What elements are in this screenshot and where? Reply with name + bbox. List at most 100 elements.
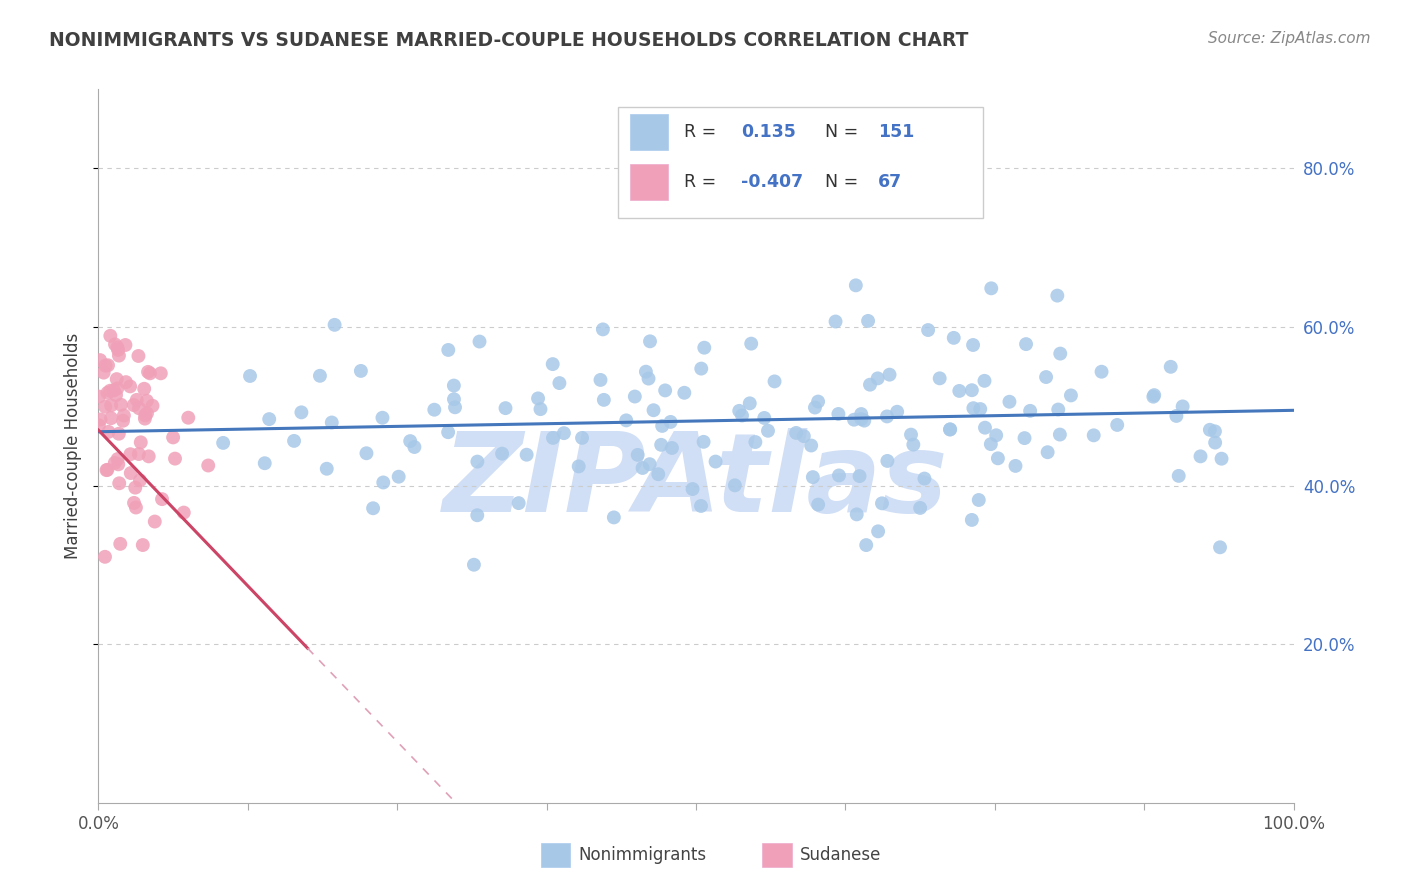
Text: Nonimmigrants: Nonimmigrants — [579, 846, 707, 863]
Point — [1107, 417, 1129, 432]
Point — [807, 394, 830, 409]
Point — [1015, 337, 1038, 351]
Point — [361, 501, 384, 516]
Point — [592, 392, 614, 407]
Point — [122, 496, 145, 510]
Bar — [630, 114, 668, 150]
Point — [373, 475, 395, 490]
Point — [693, 341, 716, 355]
Point — [124, 481, 146, 495]
Point — [659, 415, 682, 429]
Point — [141, 399, 163, 413]
Point — [104, 337, 127, 351]
Point — [592, 322, 614, 336]
Point — [120, 379, 142, 393]
Point — [614, 413, 637, 427]
Point — [94, 549, 117, 564]
Point — [1160, 359, 1182, 374]
Point — [120, 447, 142, 461]
Point — [527, 392, 550, 406]
Point — [371, 410, 394, 425]
Point — [647, 467, 669, 482]
Point — [845, 508, 868, 522]
Point — [388, 469, 411, 483]
Point — [323, 318, 346, 332]
Point — [1204, 425, 1226, 439]
Point — [1204, 435, 1226, 450]
Point — [107, 452, 129, 467]
FancyBboxPatch shape — [619, 107, 983, 218]
Point — [807, 498, 830, 512]
Point — [876, 454, 898, 468]
Point — [134, 382, 156, 396]
Point — [1019, 404, 1042, 418]
Point — [740, 336, 762, 351]
Point — [495, 401, 517, 416]
Point — [89, 353, 111, 368]
Point — [690, 499, 713, 513]
Point — [105, 388, 128, 402]
Point — [128, 401, 150, 416]
Bar — [630, 164, 668, 200]
Point — [135, 393, 157, 408]
Point — [1166, 409, 1188, 423]
Point — [1004, 458, 1026, 473]
Point — [143, 515, 166, 529]
Point — [129, 474, 152, 488]
Point — [1014, 431, 1036, 445]
Point — [631, 461, 654, 475]
Text: 151: 151 — [877, 123, 914, 141]
Point — [785, 425, 807, 440]
Point — [138, 450, 160, 464]
Point — [128, 447, 150, 461]
Point — [917, 323, 939, 337]
Point — [800, 438, 823, 452]
Point — [107, 343, 129, 357]
Point — [1199, 423, 1222, 437]
Point — [682, 482, 704, 496]
Point — [529, 402, 551, 417]
Point — [553, 426, 575, 441]
Text: NONIMMIGRANTS VS SUDANESE MARRIED-COUPLE HOUSEHOLDS CORRELATION CHART: NONIMMIGRANTS VS SUDANESE MARRIED-COUPLE… — [49, 31, 969, 50]
Point — [1090, 365, 1112, 379]
Text: Source: ZipAtlas.com: Source: ZipAtlas.com — [1208, 31, 1371, 46]
Point — [97, 358, 120, 372]
Point — [98, 328, 121, 343]
Point — [110, 398, 132, 412]
Point — [1189, 450, 1212, 464]
Point — [107, 458, 129, 472]
Point — [309, 368, 332, 383]
Point — [87, 390, 110, 404]
Point — [942, 331, 965, 345]
Point — [728, 404, 751, 418]
Point — [704, 454, 727, 468]
Point — [443, 392, 465, 407]
Point — [912, 472, 935, 486]
Point — [624, 390, 647, 404]
Point — [150, 492, 173, 507]
Point — [928, 371, 950, 385]
Point — [96, 463, 118, 477]
Text: R =: R = — [685, 123, 721, 141]
Bar — [762, 843, 792, 867]
Point — [627, 448, 650, 462]
Point — [115, 375, 138, 389]
Point — [1211, 451, 1233, 466]
Point — [643, 403, 665, 417]
Point — [239, 369, 262, 384]
Point — [105, 381, 128, 395]
Point — [960, 513, 983, 527]
Point — [125, 392, 148, 407]
Point — [104, 456, 127, 470]
Point — [973, 374, 995, 388]
Point — [903, 437, 925, 451]
Point — [463, 558, 485, 572]
Point — [673, 385, 696, 400]
Point — [132, 538, 155, 552]
Point — [1167, 469, 1189, 483]
Point — [350, 364, 373, 378]
Point — [948, 384, 970, 398]
Text: Sudanese: Sudanese — [800, 846, 882, 863]
Point — [738, 396, 761, 410]
Point — [423, 402, 446, 417]
